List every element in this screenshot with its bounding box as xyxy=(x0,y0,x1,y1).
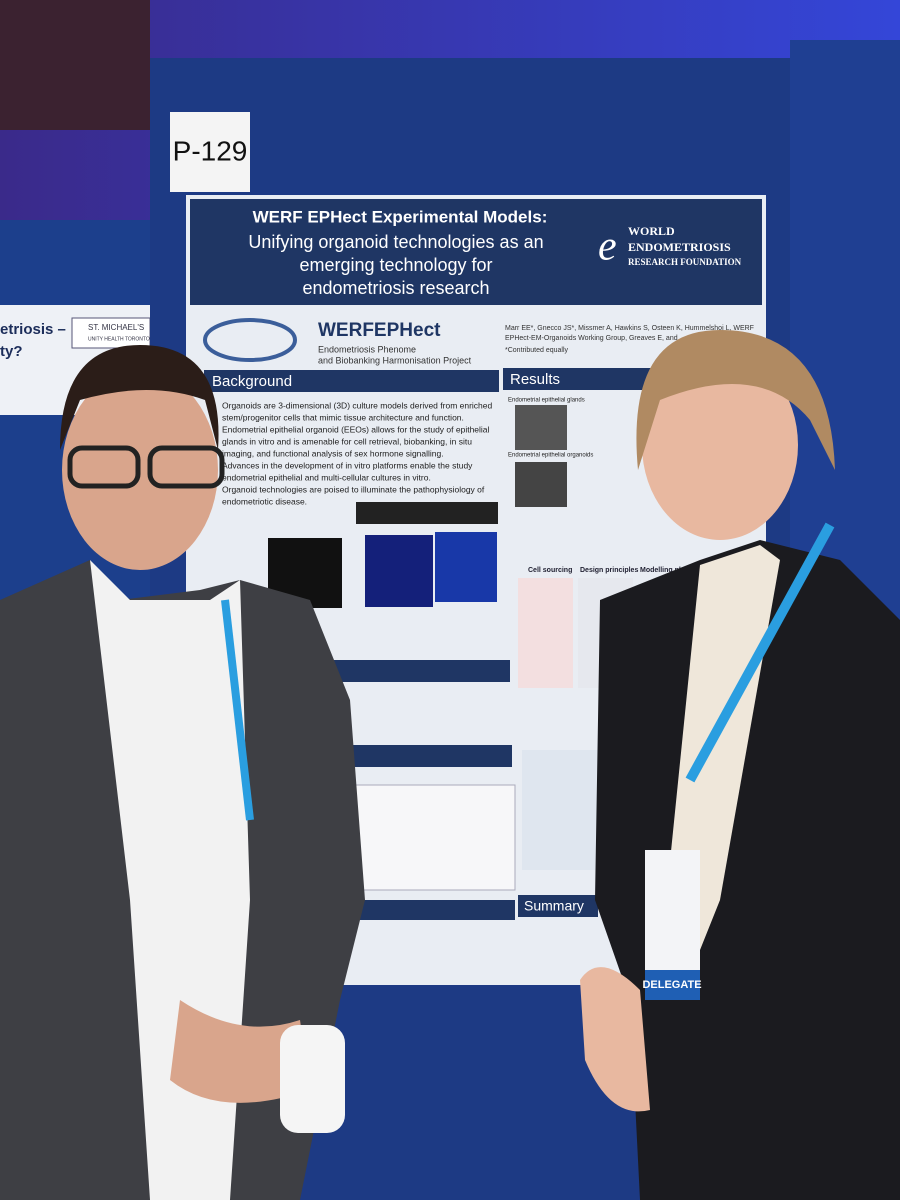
cup xyxy=(280,1025,345,1133)
neighbor-logo-text: ST. MICHAEL'S xyxy=(88,323,144,332)
text-line: imaging, and functional analysis of sex … xyxy=(222,448,444,458)
project-text: Endometriosis Phenome xyxy=(318,344,416,354)
note: *Contributed equally xyxy=(505,347,569,354)
foundation-text: ENDOMETRIOSIS xyxy=(628,240,731,254)
data-table xyxy=(354,784,516,891)
cardigan xyxy=(595,540,900,1200)
window-frame xyxy=(0,0,150,130)
text-line: Advances in the development of in vitro … xyxy=(222,460,473,470)
section-header xyxy=(503,368,663,390)
glasses xyxy=(147,445,225,489)
person-right: DELEGATE xyxy=(580,330,900,1200)
glasses xyxy=(67,445,141,489)
hair xyxy=(636,330,835,470)
fluorescence-image xyxy=(435,532,497,602)
neighbor-logo-text: UNITY HEALTH TORONTO xyxy=(88,336,150,342)
neighbor-text: etriosis – xyxy=(0,321,66,338)
poster-subtitle: emerging technology for xyxy=(299,255,492,275)
lanyard xyxy=(685,522,835,783)
micrograph xyxy=(515,462,567,507)
poster-header xyxy=(190,199,762,305)
text-line: endometrial epithelial and multi-cellula… xyxy=(222,472,431,482)
section-header xyxy=(340,900,515,920)
badge-band xyxy=(645,970,700,1000)
text-line: Endometrial epithelial organoid (EEOs) a… xyxy=(222,424,490,434)
text-line: Organoid technologies are poised to illu… xyxy=(222,484,485,494)
foundation-text: WORLD xyxy=(628,224,675,238)
fluorescence-image xyxy=(365,535,433,607)
project-text: and Biobanking Harmonisation Project xyxy=(318,355,472,365)
section-header xyxy=(330,660,510,682)
poster-subtitle: endometriosis research xyxy=(302,278,489,298)
background-text: Organoids are 3-dimensional (3D) culture… xyxy=(222,400,493,506)
figure-label: Endometrial epithelial glands xyxy=(508,398,585,404)
lanyard xyxy=(221,599,254,821)
hand xyxy=(170,1000,310,1103)
text-line: glands in vitro and is amenable for cell… xyxy=(222,436,472,446)
project-name: WERFEPHect xyxy=(318,320,441,341)
microscopy-strip xyxy=(356,502,498,524)
hands xyxy=(580,967,650,1112)
section-title: Results xyxy=(510,371,560,388)
badge-text: DELEGATE xyxy=(642,979,701,991)
column-head: Design principles xyxy=(580,567,638,574)
poster-subtitle: Unifying organoid technologies as an xyxy=(248,232,543,252)
face xyxy=(642,350,798,540)
hair xyxy=(60,345,219,450)
neighbor-text: ty? xyxy=(0,343,23,360)
sign-number: P-129 xyxy=(173,135,248,166)
sign-card xyxy=(170,112,250,192)
poster-title: WERF EPHect Experimental Models: xyxy=(253,207,548,226)
section-title: Summary xyxy=(524,898,584,914)
text-line: stem/progenitor cells that mimic tissue … xyxy=(222,412,464,422)
text-line: Organoids are 3-dimensional (3D) culture… xyxy=(222,400,493,410)
diagram-panel xyxy=(518,578,573,688)
foundation-text: RESEARCH FOUNDATION xyxy=(628,257,742,267)
micrograph xyxy=(515,405,567,450)
project-logo xyxy=(203,318,297,362)
section-header xyxy=(518,895,598,917)
foundation-logo: e xyxy=(598,224,617,270)
figure-label: Endometrial epithelial organoids xyxy=(508,453,593,459)
section-header xyxy=(350,745,512,767)
section-header xyxy=(204,370,499,392)
column-head: Modelling platforms xyxy=(640,567,707,574)
section-title: Background xyxy=(212,373,292,390)
text-line: endometriotic disease. xyxy=(222,496,307,506)
authors: EPHect-EM-Organoids Working Group, Greav… xyxy=(505,335,678,342)
person-left xyxy=(0,345,365,1200)
column-head: Cell sourcing xyxy=(528,567,572,574)
authors: Marr EE*, Gnecco JS*, Missmer A, Hawkins… xyxy=(505,325,754,332)
